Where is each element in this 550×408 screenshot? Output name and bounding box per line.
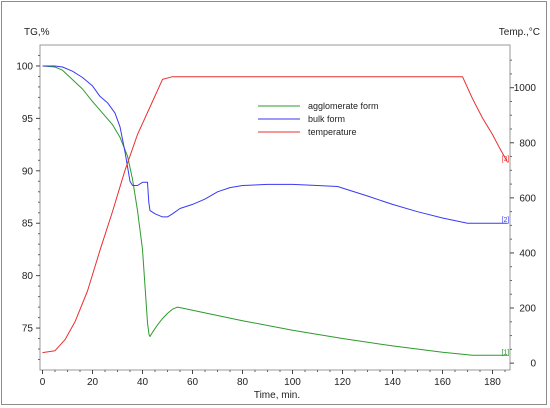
- x-tick-label: 0: [40, 377, 46, 388]
- plot-area: [39, 44, 511, 371]
- legend: agglomerate form bulk form temperature: [258, 101, 379, 137]
- series-line-temperature: [42, 76, 508, 354]
- y-left-axis-title: TG,%: [24, 27, 50, 38]
- legend-label: bulk form: [308, 114, 345, 124]
- x-axis-title: Time, min.: [254, 390, 300, 401]
- y-left-tick-label: 75: [22, 324, 34, 335]
- y-right-tick-label: 200: [519, 304, 536, 315]
- legend-label: agglomerate form: [308, 101, 379, 111]
- x-tick-label: 40: [137, 377, 149, 388]
- series-end-marker: [2]: [502, 217, 510, 224]
- series-end-marker: [1]: [502, 349, 510, 356]
- y-left-tick-label: 100: [16, 61, 33, 72]
- legend-label: temperature: [308, 127, 357, 137]
- y-right-tick-label: 1000: [514, 83, 537, 94]
- y-right-axis-title: Temp.,°C: [499, 27, 540, 38]
- y-left-axis: 75 80 85 90 95 100: [16, 54, 40, 361]
- x-tick-label: 100: [284, 377, 301, 388]
- series-line-agglomerate-form: [42, 65, 508, 356]
- y-left-tick-label: 80: [22, 271, 34, 282]
- y-right-tick-label: 400: [519, 248, 536, 259]
- x-tick-label: 80: [237, 377, 249, 388]
- x-tick-label: 180: [484, 377, 501, 388]
- x-axis: 0 20 40 60 80 100 120 140 160 180: [40, 370, 506, 388]
- series-end-marker: [3]: [502, 156, 510, 163]
- y-right-axis: 0 200 400 600 800 1000: [510, 59, 537, 370]
- y-right-tick-label: 600: [519, 193, 536, 204]
- y-right-tick-label: 800: [519, 138, 536, 149]
- series-layer: [1] [2] [3]: [42, 65, 510, 356]
- x-tick-label: 120: [334, 377, 351, 388]
- x-tick-label: 60: [187, 377, 199, 388]
- series-line-bulk-form: [42, 65, 508, 224]
- y-left-tick-label: 85: [22, 219, 34, 230]
- x-tick-label: 140: [384, 377, 401, 388]
- y-right-tick-label: 0: [530, 359, 536, 370]
- y-left-tick-label: 95: [22, 114, 34, 125]
- x-tick-label: 20: [87, 377, 99, 388]
- x-tick-label: 160: [434, 377, 451, 388]
- plot-border: [39, 44, 511, 371]
- y-left-tick-label: 90: [22, 166, 34, 177]
